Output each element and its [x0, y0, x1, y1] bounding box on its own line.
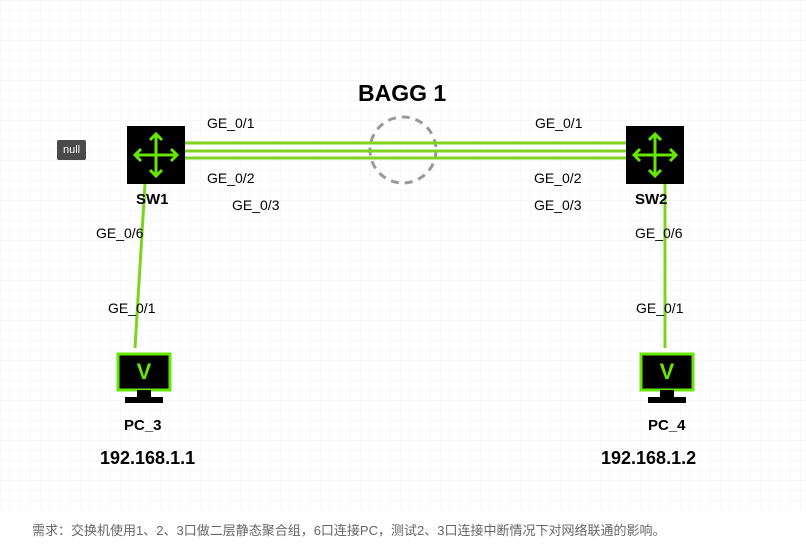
port-sw1-ge06: GE_0/6 — [96, 225, 143, 241]
switch-sw1-icon[interactable] — [127, 126, 185, 184]
sw1-label: SW1 — [136, 191, 169, 208]
pc-pc3-icon[interactable]: V — [115, 348, 173, 406]
svg-text:V: V — [660, 359, 675, 384]
switch-sw2-icon[interactable] — [626, 126, 684, 184]
requirement-text: 需求：交换机使用1、2、3口做二层静态聚合组，6口连接PC，测试2、3口连接中断… — [32, 520, 665, 539]
svg-text:V: V — [137, 359, 152, 384]
port-sw1-ge03: GE_0/3 — [232, 197, 279, 213]
port-sw2-ge02: GE_0/2 — [534, 170, 581, 186]
port-sw1-ge02: GE_0/2 — [207, 170, 254, 186]
sw2-label: SW2 — [635, 191, 668, 208]
bagg-title: BAGG 1 — [358, 80, 446, 107]
link-sw1-pc3 — [135, 184, 145, 348]
port-sw2-ge06: GE_0/6 — [635, 225, 682, 241]
port-pc4-ge01: GE_0/1 — [636, 300, 683, 316]
null-badge-text: null — [63, 144, 80, 156]
port-sw2-ge01: GE_0/1 — [535, 115, 582, 131]
pc3-label: PC_3 — [124, 417, 162, 434]
pc4-ip: 192.168.1.2 — [601, 448, 696, 469]
pc3-ip: 192.168.1.1 — [100, 448, 195, 469]
null-badge: null — [57, 140, 86, 160]
port-sw2-ge03: GE_0/3 — [534, 197, 581, 213]
diagram-canvas: null BAGG 1 — [0, 0, 806, 555]
port-pc3-ge01: GE_0/1 — [108, 300, 155, 316]
pc-pc4-icon[interactable]: V — [638, 348, 696, 406]
pc4-label: PC_4 — [648, 417, 686, 434]
port-sw1-ge01: GE_0/1 — [207, 115, 254, 131]
